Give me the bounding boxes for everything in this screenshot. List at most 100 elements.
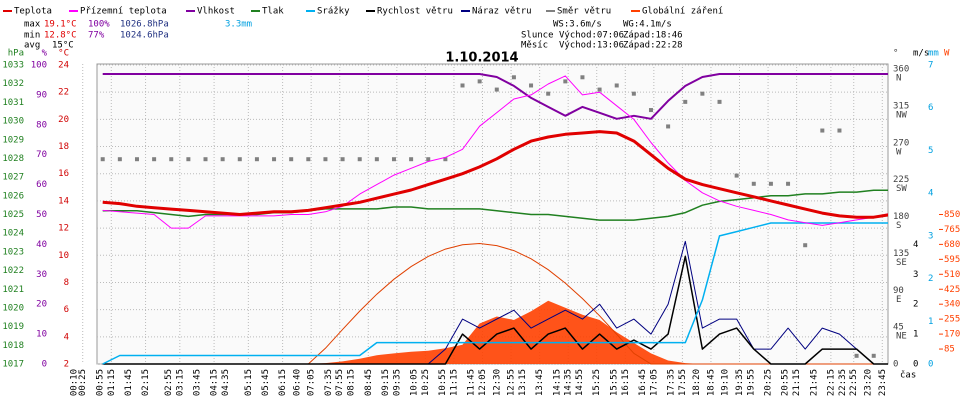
- x-tick-label: 01:15: [107, 369, 117, 396]
- info: Západ:18:46: [623, 31, 683, 41]
- direction-point: [786, 181, 791, 186]
- y-tick-label: 1028: [2, 154, 24, 164]
- direction-point: [494, 87, 499, 92]
- x-tick-label: 10:05: [409, 369, 419, 396]
- y-tick-label: 2: [928, 274, 933, 284]
- x-tick-label: 12:55: [507, 369, 517, 396]
- direction-point: [203, 157, 208, 162]
- direction-point: [563, 79, 568, 84]
- stat-value: 19.1°C: [44, 20, 77, 30]
- legend-label: Přízemní teplota: [80, 7, 167, 17]
- compass-label: N: [896, 74, 901, 84]
- axis-unit: hPa: [8, 49, 24, 59]
- direction-point: [323, 157, 328, 162]
- y-tick-label: 2: [64, 360, 69, 370]
- y-tick-label: 1023: [2, 247, 24, 257]
- stat-value: 1026.8hPa: [120, 20, 169, 30]
- x-tick-label: 22:15: [826, 369, 836, 396]
- y-tick-label: 1020: [2, 303, 24, 313]
- y-tick-label: 1: [913, 330, 918, 340]
- x-tick-label: 12:30: [492, 369, 502, 396]
- legend-label: Teplota: [14, 7, 52, 17]
- legend-label: Srážky: [317, 7, 350, 17]
- direction-point: [854, 353, 859, 358]
- direction-point: [152, 157, 157, 162]
- y-tick-label: 1017: [2, 360, 24, 370]
- y-tick-label: 0: [913, 360, 918, 370]
- x-tick-label: 19:55: [746, 369, 756, 396]
- direction-point: [683, 99, 688, 104]
- direction-point: [871, 353, 876, 358]
- axis-unit: mm: [928, 49, 939, 59]
- direction-point: [134, 157, 139, 162]
- x-tick-label: 09:15: [381, 369, 391, 396]
- y-tick-label: 45: [893, 323, 904, 333]
- direction-point: [237, 157, 242, 162]
- direction-point: [751, 181, 756, 186]
- info: Západ:22:28: [623, 41, 683, 51]
- direction-point: [700, 91, 705, 96]
- y-tick-label: 225: [893, 175, 909, 185]
- x-tick-label: 19:35: [735, 369, 745, 396]
- x-tick-label: 00:25: [78, 369, 88, 396]
- y-tick-label: 5: [928, 146, 933, 156]
- y-tick-label: 0: [893, 360, 898, 370]
- direction-point: [117, 157, 122, 162]
- direction-point: [631, 91, 636, 96]
- stat-value: 12.8°C: [44, 31, 77, 41]
- y-tick-label: 30: [36, 270, 47, 280]
- info: Slunce: [521, 31, 554, 41]
- x-tick-label: 07:05: [307, 369, 317, 396]
- x-axis-label: čas: [900, 370, 916, 381]
- series-line: [102, 222, 888, 365]
- y-tick-label: 24: [58, 61, 69, 71]
- y-tick-label: 2: [913, 300, 918, 310]
- y-tick-label: 850: [944, 210, 960, 220]
- x-tick-label: 04:15: [210, 369, 220, 396]
- series-line: [102, 255, 888, 365]
- x-tick-label: 20:25: [764, 369, 774, 396]
- y-tick-label: 595: [944, 255, 960, 265]
- direction-point: [357, 157, 362, 162]
- y-tick-label: 10: [36, 330, 47, 340]
- x-tick-label: 09:35: [392, 369, 402, 396]
- y-tick-label: 10: [58, 251, 69, 261]
- x-tick-label: 07:35: [324, 369, 334, 396]
- x-tick-label: 21:45: [809, 369, 819, 396]
- y-tick-label: 1029: [2, 135, 24, 145]
- direction-point: [443, 157, 448, 162]
- legend-label: Tlak: [262, 7, 284, 17]
- y-tick-label: 1032: [2, 79, 24, 89]
- legend-label: Rychlost větru: [377, 7, 453, 17]
- compass-label: S: [896, 221, 901, 231]
- y-tick-label: 3: [913, 270, 918, 280]
- x-tick-label: 10:25: [421, 369, 431, 396]
- y-tick-label: 765: [944, 225, 960, 235]
- y-tick-label: 0: [928, 360, 933, 370]
- compass-label: SE: [896, 258, 907, 268]
- compass-label: NW: [896, 110, 907, 120]
- x-tick-label: 00:55: [95, 369, 105, 396]
- y-tick-label: 4: [928, 189, 933, 199]
- direction-point: [717, 99, 722, 104]
- chart-title: 1.10.2014: [445, 51, 518, 66]
- y-tick-label: 90: [893, 286, 904, 296]
- y-tick-label: 1033: [2, 61, 24, 71]
- legend-label: Vlhkost: [197, 7, 235, 17]
- direction-point: [426, 157, 431, 162]
- x-tick-label: 19:10: [721, 369, 731, 396]
- stat-value: 3.3mm: [225, 20, 252, 30]
- direction-point: [477, 79, 482, 84]
- y-tick-label: 170: [944, 330, 960, 340]
- y-tick-label: 270: [893, 138, 909, 148]
- x-tick-label: 20:55: [781, 369, 791, 396]
- y-tick-label: 7: [928, 61, 933, 71]
- x-tick-label: 11:15: [449, 369, 459, 396]
- y-tick-label: 360: [893, 65, 909, 75]
- x-tick-label: 03:15: [175, 369, 185, 396]
- y-tick-label: 1019: [2, 322, 24, 332]
- direction-point: [100, 157, 105, 162]
- x-tick-label: 22:35: [838, 369, 848, 396]
- x-tick-label: 07:55: [335, 369, 345, 396]
